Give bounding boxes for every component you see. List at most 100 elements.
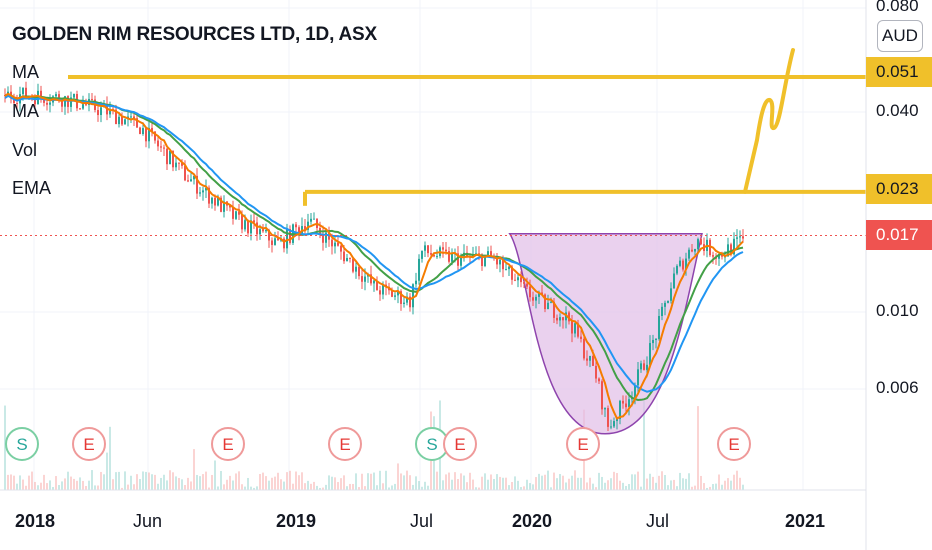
volume-bar <box>520 487 522 490</box>
volume-bar <box>145 471 147 490</box>
volume-bar <box>235 473 237 490</box>
volume-bar <box>514 476 516 490</box>
volume-bar <box>52 487 54 490</box>
candle-body <box>664 302 666 307</box>
volume-bar <box>637 471 639 490</box>
candle-body <box>508 266 510 270</box>
candle-body <box>148 127 150 142</box>
earnings-event-marker[interactable]: E <box>328 427 362 461</box>
candle-body <box>85 104 87 106</box>
volume-bar <box>568 478 570 490</box>
projection-arrow <box>743 48 795 194</box>
volume-bar <box>601 476 603 490</box>
candle-body <box>742 236 744 239</box>
candle-body <box>499 259 501 265</box>
candle-body <box>139 127 141 135</box>
indicator-ma-1[interactable]: MA <box>12 62 39 82</box>
volume-bar <box>67 471 69 490</box>
volume-bar <box>253 487 255 490</box>
candle-body <box>220 197 222 212</box>
volume-bar <box>301 472 303 490</box>
volume-bar <box>136 474 138 490</box>
candle-body <box>394 295 396 297</box>
currency-button[interactable]: AUD <box>877 20 923 52</box>
volume-bar <box>178 477 180 490</box>
volume-bar <box>214 460 216 490</box>
candle-body <box>550 301 552 303</box>
candle-body <box>157 140 159 147</box>
volume-bar <box>238 471 240 490</box>
volume-bar <box>472 479 474 490</box>
candle-body <box>541 292 543 295</box>
volume-bar <box>40 482 42 490</box>
time-label: 2019 <box>276 511 317 531</box>
volume-bar <box>733 474 735 490</box>
earnings-event-marker[interactable]: E <box>717 427 751 461</box>
volume-bar <box>166 480 168 490</box>
candle-body <box>235 211 237 219</box>
earnings-event-marker[interactable]: E <box>443 427 477 461</box>
volume-bar <box>556 478 558 490</box>
volume-bar <box>511 481 513 490</box>
candle-body <box>118 116 120 125</box>
candle-body <box>268 229 270 241</box>
candle-body <box>343 251 345 262</box>
volume-bar <box>133 484 135 490</box>
candle-body <box>379 290 381 295</box>
candle-body <box>634 385 636 398</box>
volume-bar <box>562 475 564 490</box>
volume-bar <box>373 472 375 490</box>
earnings-event-marker[interactable]: E <box>566 427 600 461</box>
candle-body <box>109 108 111 115</box>
earnings-event-marker[interactable]: E <box>211 427 245 461</box>
volume-bar <box>73 478 75 490</box>
candle-body <box>391 290 393 297</box>
volume-bar <box>28 475 30 490</box>
candle-body <box>583 338 585 359</box>
volume-bar <box>76 480 78 490</box>
candle-body <box>511 266 513 280</box>
candle-body <box>373 280 375 284</box>
volume-bar <box>340 478 342 490</box>
volume-bar <box>400 473 402 490</box>
candle-body <box>514 279 516 281</box>
volume-bar <box>634 474 636 490</box>
volume-bar <box>175 476 177 490</box>
volume-bar <box>502 477 504 490</box>
candle-body <box>535 296 537 301</box>
indicator-ema[interactable]: EMA <box>12 178 52 198</box>
candle-body <box>430 253 432 255</box>
candle-body <box>730 244 732 255</box>
volume-bar <box>580 477 582 490</box>
volume-bar <box>16 483 18 490</box>
volume-bar <box>241 484 243 490</box>
volume-bar <box>652 476 654 490</box>
volume-bar <box>598 472 600 490</box>
volume-bar <box>25 485 27 490</box>
candle-body <box>322 233 324 243</box>
candle-body <box>400 291 402 304</box>
earnings-event-marker[interactable]: E <box>72 427 106 461</box>
candle-body <box>589 355 591 361</box>
volume-bar <box>127 484 129 490</box>
volume-bar <box>148 472 150 490</box>
volume-bar <box>58 485 60 490</box>
volume-bar <box>13 475 15 490</box>
volume-bar <box>697 406 699 490</box>
volume-bar <box>169 470 171 490</box>
volume-bar <box>694 485 696 490</box>
volume-bar <box>229 475 231 490</box>
split-event-marker[interactable]: S <box>5 427 39 461</box>
volume-bar <box>307 480 309 490</box>
volume-bar <box>79 477 81 490</box>
candle-body <box>160 146 162 148</box>
indicator-vol[interactable]: Vol <box>12 140 38 160</box>
candle-body <box>691 249 693 252</box>
candle-body <box>163 147 165 149</box>
candle-body <box>370 274 372 284</box>
ma-fast-line <box>4 92 744 420</box>
volume-bar <box>226 479 228 490</box>
candle-body <box>700 239 702 245</box>
indicator-ma-2[interactable]: MA <box>12 101 39 121</box>
